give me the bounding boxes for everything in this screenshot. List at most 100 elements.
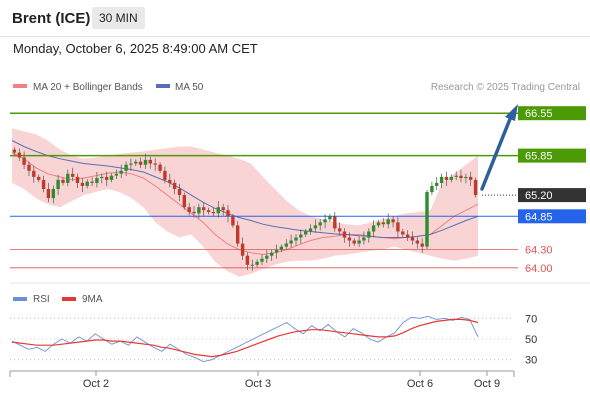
candle-body xyxy=(420,243,424,247)
candle xyxy=(197,203,201,219)
candle xyxy=(255,259,259,268)
candle xyxy=(401,229,405,237)
projection-arrow xyxy=(480,104,518,191)
candle-body xyxy=(85,181,89,186)
level-label-text: 64.85 xyxy=(525,211,553,223)
candle-body xyxy=(410,237,415,241)
rsi-panel: 70 50 30 xyxy=(10,313,537,367)
candle-body xyxy=(109,175,114,180)
candle xyxy=(143,153,148,169)
candle xyxy=(46,182,51,203)
candle xyxy=(333,212,337,232)
candle xyxy=(240,237,245,260)
candle xyxy=(37,174,41,183)
candle-body xyxy=(304,231,308,235)
candle xyxy=(105,171,109,186)
candle-body xyxy=(469,176,473,180)
candle-body xyxy=(90,181,94,183)
candle xyxy=(148,156,152,169)
candle xyxy=(435,176,439,191)
rsi-legend-swatch xyxy=(13,297,27,301)
candle-body xyxy=(202,207,206,211)
candle xyxy=(371,220,376,238)
candle-body xyxy=(435,182,439,186)
candle-body xyxy=(124,164,128,171)
candle xyxy=(51,185,55,204)
candle-body xyxy=(299,234,303,238)
ma20-legend-label: MA 20 + Bollinger Bands xyxy=(33,82,143,93)
candle-body xyxy=(318,222,322,226)
candle xyxy=(153,158,157,171)
candle xyxy=(357,236,361,247)
candle-body xyxy=(148,159,152,164)
rsi-tick-50: 50 xyxy=(525,334,537,346)
candle-body xyxy=(75,176,80,183)
candle xyxy=(304,229,308,237)
candle-body xyxy=(454,175,458,177)
candle-body xyxy=(37,176,41,180)
level-label-box xyxy=(518,148,586,163)
candle-body xyxy=(328,216,332,220)
candle-body xyxy=(192,212,196,214)
candle-body xyxy=(391,219,395,223)
candle xyxy=(226,205,230,223)
candle xyxy=(27,161,31,176)
bollinger-band-area xyxy=(12,128,478,277)
candle xyxy=(245,252,250,270)
candle-body xyxy=(289,240,293,244)
candle-body xyxy=(279,246,284,250)
candle xyxy=(439,173,444,189)
candle-body xyxy=(134,161,138,164)
candle-body xyxy=(27,164,31,171)
candle-body xyxy=(294,237,298,241)
candle-body xyxy=(236,225,240,244)
candle xyxy=(66,169,70,187)
level-label-66.55: 66.55 xyxy=(518,106,586,121)
timeframe-badge[interactable]: 30 MIN xyxy=(92,7,145,29)
candle-body xyxy=(51,189,55,199)
rsi-tick-30: 30 xyxy=(525,355,537,367)
candle xyxy=(216,201,220,218)
candle xyxy=(323,214,327,229)
candle xyxy=(328,213,332,222)
candle-body xyxy=(95,178,99,183)
candle-body xyxy=(12,149,17,153)
candle-body xyxy=(464,176,468,179)
candle-body xyxy=(401,231,405,235)
candle-body xyxy=(22,157,26,165)
candle-body xyxy=(206,210,211,212)
level-label-64.30: 64.30 xyxy=(525,245,553,257)
candle xyxy=(163,166,167,184)
candle xyxy=(109,173,114,183)
candle xyxy=(449,174,453,183)
candle-body xyxy=(333,216,337,229)
candle xyxy=(265,249,269,263)
chart-header: Brent (ICE) 30 MIN xyxy=(0,0,590,37)
candle-body xyxy=(352,240,356,244)
rsi-legend: RSI 9MA xyxy=(13,294,103,305)
candle xyxy=(32,165,36,183)
candle-body xyxy=(153,163,157,165)
candle xyxy=(211,207,216,217)
candle-body xyxy=(260,258,264,262)
ma20-line xyxy=(11,152,479,256)
ma50-line xyxy=(11,140,479,238)
candle-body xyxy=(32,170,36,177)
candle xyxy=(289,234,293,248)
rsi-ma-legend-label: 9MA xyxy=(82,294,103,305)
candle-body xyxy=(473,179,478,196)
level-label-box xyxy=(518,188,586,203)
candle-body xyxy=(381,222,385,225)
candle xyxy=(134,159,138,166)
candle-body xyxy=(250,264,254,266)
candle-body xyxy=(439,176,444,183)
candle-body xyxy=(323,219,327,223)
candle-body xyxy=(100,176,104,179)
candle-body xyxy=(376,222,381,226)
x-tick-label: Oct 9 xyxy=(474,378,500,390)
candle xyxy=(61,177,65,186)
candle-body xyxy=(231,216,235,226)
candle xyxy=(313,219,318,233)
candle-body xyxy=(216,207,220,214)
candle xyxy=(270,249,274,261)
